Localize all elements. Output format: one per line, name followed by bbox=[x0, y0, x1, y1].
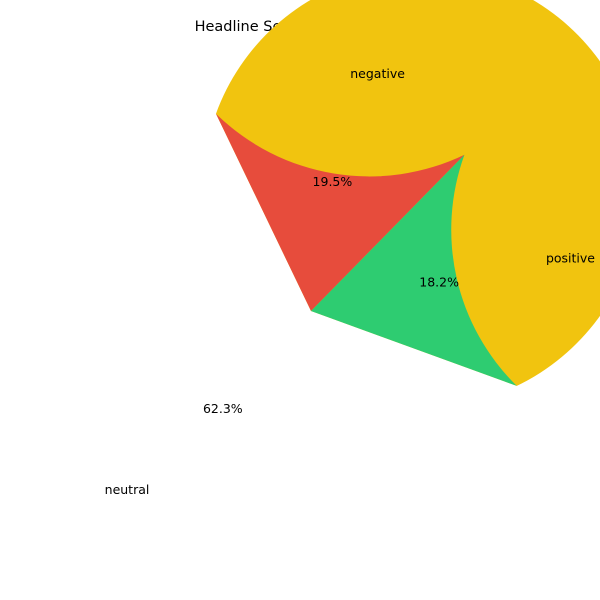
pie-slices bbox=[215, 0, 600, 386]
slice-label-positive: positive bbox=[546, 250, 595, 265]
slice-percent-negative: 19.5% bbox=[313, 174, 353, 189]
slice-label-negative: negative bbox=[350, 66, 405, 81]
pie-labels: neutral 62.3% negative 19.5% positive 18.2% bbox=[105, 66, 596, 497]
pie-slice-positive bbox=[311, 154, 517, 386]
pie-slice-negative bbox=[215, 113, 465, 311]
slice-percent-neutral: 62.3% bbox=[203, 401, 243, 416]
slice-label-neutral: neutral bbox=[105, 482, 150, 497]
slice-percent-positive: 18.2% bbox=[419, 274, 459, 289]
